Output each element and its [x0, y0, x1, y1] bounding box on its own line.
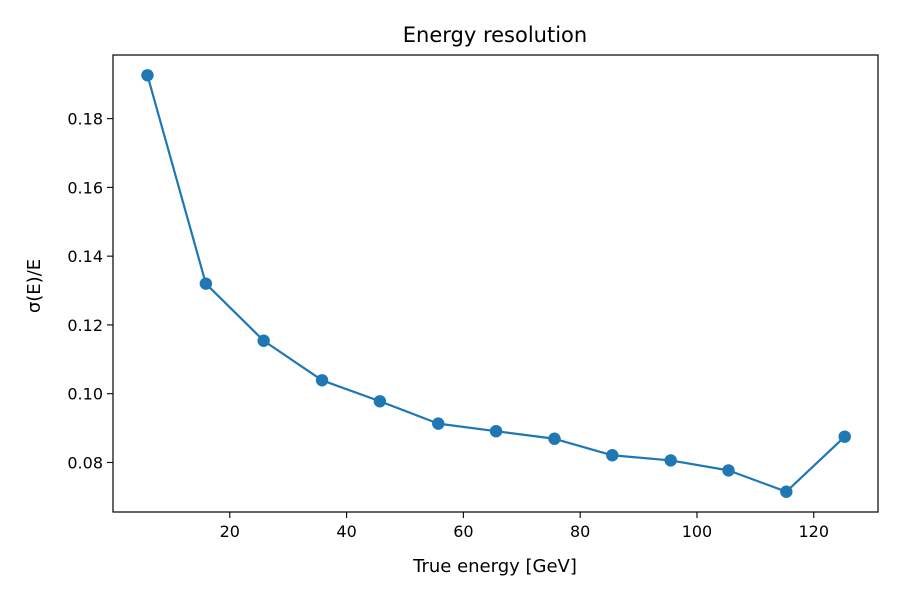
- data-point: [838, 430, 851, 443]
- data-point: [722, 464, 735, 477]
- y-tick-label: 0.18: [67, 110, 103, 129]
- x-tick-label: 60: [453, 522, 473, 541]
- y-tick-label: 0.12: [67, 316, 103, 335]
- data-point: [489, 424, 503, 438]
- y-tick-label: 0.16: [67, 178, 103, 197]
- data-point: [606, 449, 619, 462]
- y-axis-ticks: 0.08 0.10 0.12 0.14 0.16 0.18: [67, 110, 113, 472]
- plot-frame: [112, 54, 879, 513]
- data-point: [548, 432, 561, 445]
- x-tick-label: 40: [336, 522, 356, 541]
- data-point: [664, 454, 677, 467]
- x-axis-ticks: 20 40 60 80 100 120: [220, 512, 829, 541]
- data-point: [199, 277, 213, 290]
- y-tick-label: 0.10: [67, 385, 103, 404]
- plot-area: [112, 54, 879, 513]
- x-axis-label: True energy [GeV]: [412, 556, 577, 577]
- data-point: [257, 334, 270, 347]
- data-point: [315, 374, 329, 387]
- series-layer: [141, 69, 851, 498]
- x-tick-label: 120: [798, 522, 829, 541]
- data-point: [141, 69, 154, 82]
- y-tick-label: 0.08: [67, 453, 103, 472]
- y-axis-label: σ(E)/E: [24, 259, 45, 313]
- chart-title: Energy resolution: [403, 23, 587, 47]
- x-tick-label: 20: [220, 522, 240, 541]
- x-tick-label: 80: [570, 522, 590, 541]
- y-tick-label: 0.14: [67, 247, 103, 266]
- data-point: [373, 395, 387, 408]
- data-point: [432, 417, 445, 430]
- data-point: [780, 485, 793, 498]
- x-tick-label: 100: [682, 522, 713, 541]
